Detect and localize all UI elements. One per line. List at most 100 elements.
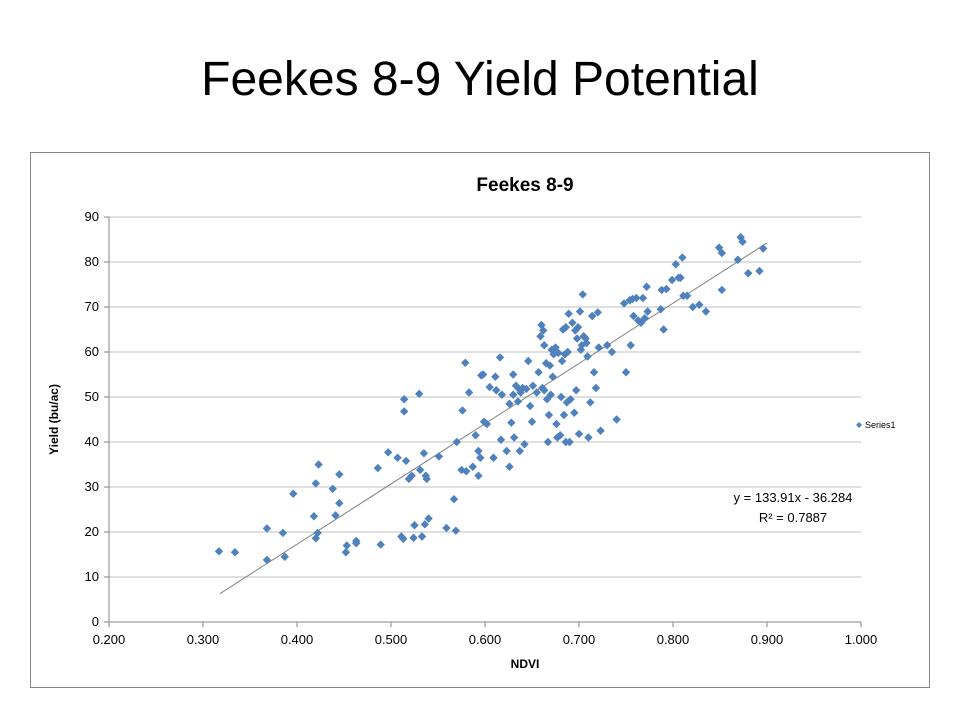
data-point	[331, 511, 340, 520]
y-tick-label: 40	[85, 434, 99, 449]
data-point	[496, 435, 506, 444]
data-point	[540, 341, 549, 350]
data-point	[545, 361, 555, 370]
data-point	[701, 307, 711, 316]
data-point	[566, 395, 575, 404]
data-point	[458, 406, 467, 415]
data-point	[383, 448, 393, 457]
data-point	[424, 514, 433, 523]
data-point	[559, 410, 569, 420]
data-point	[289, 489, 298, 498]
data-point	[415, 465, 425, 475]
data-point	[471, 431, 480, 440]
trendline	[219, 242, 768, 595]
data-point	[736, 233, 745, 242]
data-point	[548, 372, 557, 381]
slide-title: Feekes 8-9 Yield Potential	[201, 53, 759, 106]
data-point	[399, 407, 409, 416]
y-tick-label: 90	[85, 209, 99, 224]
data-point	[603, 341, 612, 350]
data-point	[478, 370, 488, 379]
data-point	[560, 350, 570, 359]
data-point	[573, 323, 583, 332]
data-point	[534, 368, 543, 377]
data-point	[578, 290, 587, 299]
x-tick-label: 0.700	[563, 632, 596, 647]
data-point	[341, 548, 351, 557]
data-point	[632, 293, 641, 303]
data-point	[629, 311, 638, 321]
data-point	[557, 356, 567, 366]
data-point	[415, 389, 424, 399]
y-tick-label: 10	[85, 569, 99, 584]
trendline-r-squared: R² = 0.7887	[759, 510, 827, 525]
data-point	[482, 419, 492, 429]
data-point	[642, 282, 651, 291]
y-tick-labels: 0 10 20 30 40 50 60 70 80 90	[85, 209, 99, 629]
data-point	[542, 395, 552, 404]
data-point	[619, 299, 629, 308]
data-point	[536, 332, 545, 341]
legend: Series1	[856, 420, 896, 430]
gridlines	[109, 216, 861, 578]
data-point	[621, 368, 631, 377]
data-point	[524, 356, 533, 366]
data-point	[520, 440, 529, 449]
data-point	[497, 390, 507, 399]
data-point	[537, 320, 546, 330]
legend-label: Series1	[865, 420, 896, 430]
data-point	[442, 523, 451, 533]
data-point	[575, 307, 585, 316]
data-point	[640, 314, 649, 323]
data-point	[513, 397, 523, 406]
data-point	[509, 370, 518, 379]
data-point	[583, 352, 592, 361]
data-point	[461, 358, 470, 367]
data-point	[528, 381, 538, 390]
data-point	[564, 309, 573, 318]
data-point	[717, 248, 727, 258]
x-axis-title: NDVI	[511, 657, 540, 671]
data-point	[586, 398, 595, 407]
data-point	[335, 499, 344, 508]
data-point	[584, 433, 593, 442]
data-point	[589, 368, 599, 377]
data-point	[422, 474, 431, 484]
data-point	[492, 386, 501, 395]
x-tick-label: 0.500	[375, 632, 408, 647]
data-point	[376, 540, 385, 549]
data-point	[572, 334, 582, 343]
data-point	[410, 521, 419, 530]
data-point	[643, 307, 652, 316]
data-point	[581, 334, 590, 343]
data-point	[591, 383, 601, 393]
data-point	[634, 316, 643, 325]
data-point	[373, 463, 383, 473]
data-point	[682, 291, 692, 300]
data-point	[505, 462, 514, 471]
data-point	[214, 547, 224, 556]
data-point	[738, 237, 747, 246]
data-point	[527, 417, 537, 426]
data-point	[230, 548, 240, 557]
data-point	[262, 524, 272, 533]
data-point	[558, 325, 568, 334]
data-point	[495, 353, 505, 362]
data-point	[399, 534, 408, 543]
data-point	[676, 273, 685, 282]
x-tick-label: 0.900	[751, 632, 784, 647]
data-point	[474, 471, 483, 480]
data-point	[561, 323, 571, 332]
data-point	[352, 539, 361, 548]
data-point	[671, 260, 681, 269]
chart-frame: 0 10 20 30 40 50 60 70 80 90 0.200 0.300 0.400 0.500…	[30, 152, 930, 688]
data-point	[311, 479, 320, 488]
data-point	[540, 386, 549, 395]
data-point	[552, 419, 561, 429]
data-point	[401, 456, 411, 466]
data-point	[328, 484, 337, 493]
data-point	[509, 390, 518, 399]
data-point	[419, 449, 429, 458]
data-point	[541, 359, 551, 368]
y-axis-title: Yield (bu/ac)	[47, 384, 61, 455]
